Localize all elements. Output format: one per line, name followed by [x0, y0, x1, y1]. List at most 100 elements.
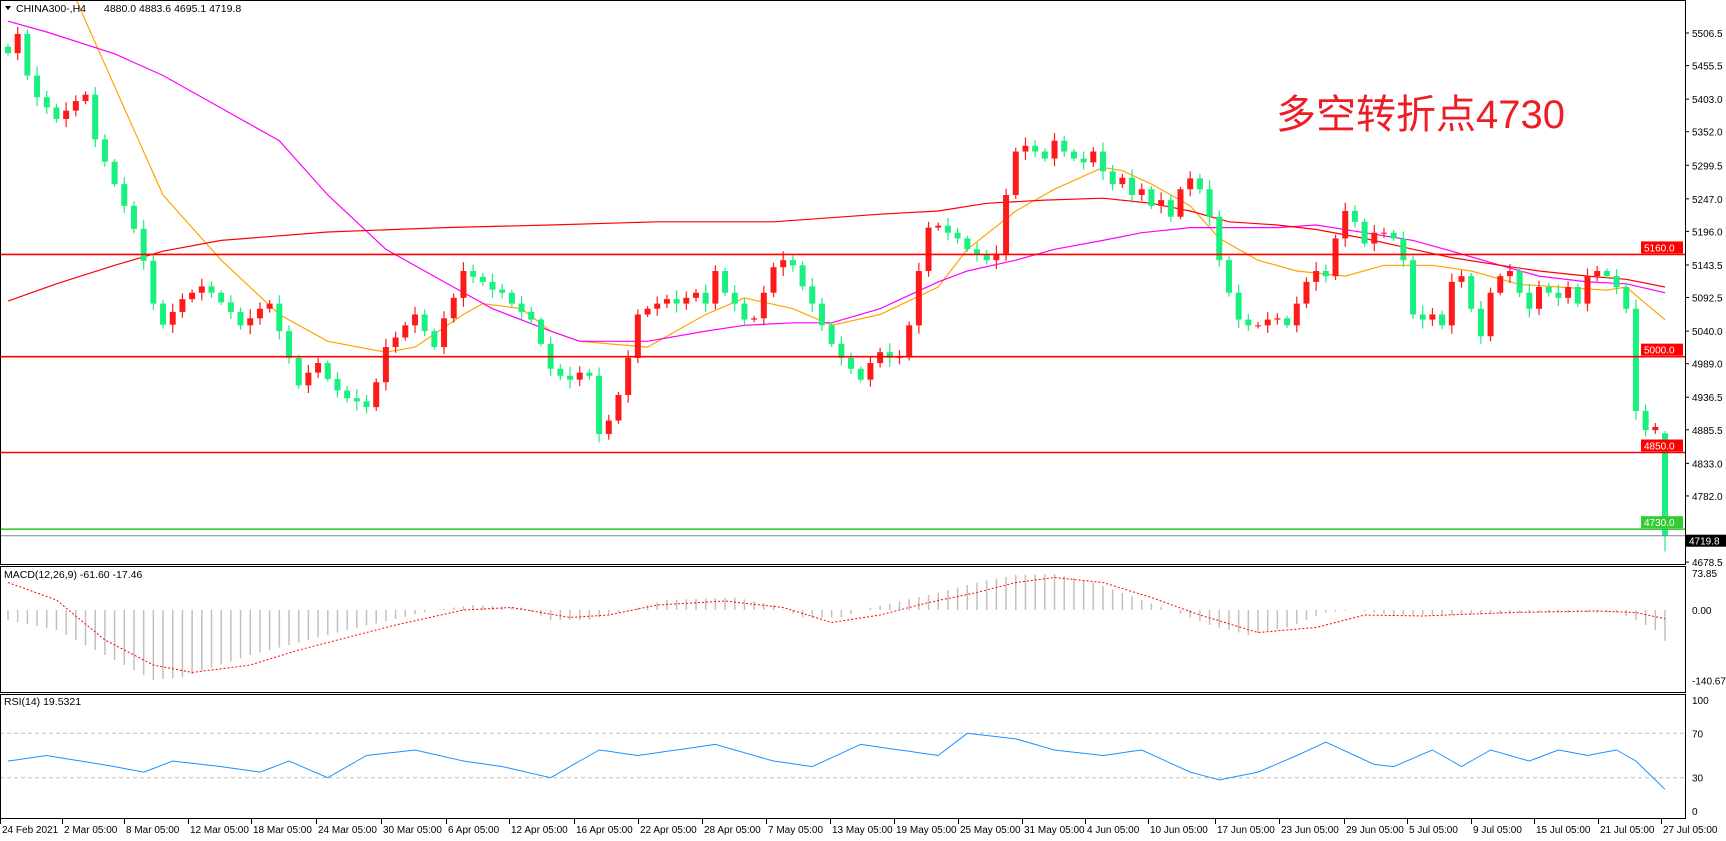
date-axis-label: 27 Jul 05:00 — [1663, 825, 1718, 836]
candle-down — [673, 299, 680, 304]
macd-axis-label: 0.00 — [1692, 606, 1712, 617]
candle-down — [334, 379, 341, 391]
price-axis-label: 5352.0 — [1692, 128, 1723, 139]
candle-down — [1410, 260, 1417, 315]
candle-down — [809, 286, 816, 304]
candle-down — [857, 368, 864, 380]
candle-down — [722, 271, 729, 293]
date-axis-label: 31 May 05:00 — [1024, 825, 1085, 836]
candle-up — [256, 308, 263, 319]
candle-up — [63, 110, 70, 119]
candle-down — [838, 343, 845, 358]
rsi-axis-label: 0 — [1692, 807, 1698, 818]
candle-up — [179, 299, 186, 312]
date-axis-label: 16 Apr 05:00 — [576, 825, 633, 836]
rsi-title: RSI(14) 19.5321 — [4, 696, 81, 708]
candle-up — [1003, 194, 1010, 255]
candle-down — [1225, 260, 1232, 293]
candle-down — [518, 303, 525, 312]
candle-up — [305, 372, 312, 386]
candle-down — [528, 311, 535, 320]
rsi-axis-label: 100 — [1692, 696, 1709, 707]
candle-up — [1458, 276, 1465, 282]
price-axis-label: 5506.5 — [1692, 29, 1723, 40]
candle-down — [1322, 271, 1329, 277]
candle-up — [906, 325, 913, 357]
candle-up — [1536, 287, 1543, 309]
macd-pane-border — [0, 566, 1686, 693]
candle-up — [1090, 151, 1097, 163]
candle-down — [886, 352, 893, 358]
rsi-axis-label: 30 — [1692, 774, 1704, 785]
candle-down — [431, 331, 438, 348]
level-label: 5160.0 — [1644, 243, 1675, 254]
candle-up — [1594, 271, 1601, 277]
candle-down — [286, 331, 293, 358]
price-axis-label: 5143.5 — [1692, 261, 1723, 272]
candle-down — [1400, 238, 1407, 261]
candle-down — [1109, 171, 1116, 185]
candle-down — [489, 281, 496, 290]
candle-up — [1497, 276, 1504, 293]
candle-down — [1245, 319, 1252, 326]
candle-down — [1662, 433, 1668, 536]
moving-average-line-ma_mid — [7, 20, 1666, 342]
candle-down — [130, 205, 137, 229]
price-axis-label: 5092.5 — [1692, 294, 1723, 305]
rsi-pane[interactable] — [0, 732, 1685, 790]
level-label: 5000.0 — [1644, 346, 1675, 357]
candle-down — [944, 225, 951, 233]
date-axis-label: 21 Jul 05:00 — [1600, 825, 1655, 836]
candle-up — [663, 299, 670, 304]
candle-up — [1138, 189, 1145, 195]
macd-pane[interactable] — [7, 574, 1666, 680]
candle-down — [1419, 314, 1426, 320]
price-axis-label: 4833.0 — [1692, 459, 1723, 470]
candle-down — [24, 33, 31, 76]
candle-down — [983, 254, 990, 261]
dropdown-triangle-icon[interactable] — [5, 6, 11, 10]
price-axis-label: 5247.0 — [1692, 195, 1723, 206]
candle-up — [1012, 151, 1019, 195]
candle-down — [150, 260, 157, 304]
candle-down — [353, 398, 360, 402]
candle-up — [867, 363, 874, 380]
candle-down — [828, 325, 835, 344]
candle-up — [780, 260, 787, 268]
level-label-bg — [1641, 343, 1683, 356]
candle-down — [848, 357, 855, 369]
candle-down — [1070, 151, 1077, 159]
date-axis-label: 12 Apr 05:00 — [511, 825, 568, 836]
date-axis-label: 5 Jul 05:00 — [1409, 825, 1458, 836]
candle-down — [470, 271, 477, 277]
macd-signal-line — [7, 576, 1666, 674]
candle-up — [382, 347, 389, 383]
candle-down — [208, 286, 215, 293]
candle-down — [1032, 145, 1039, 152]
candle-up — [760, 292, 767, 319]
level-label-bg — [1641, 516, 1683, 529]
candle-down — [1632, 308, 1639, 411]
date-axis-label: 8 Mar 05:00 — [126, 825, 180, 836]
candle-up — [1332, 238, 1339, 277]
candle-up — [411, 314, 418, 326]
price-axis-label: 5455.5 — [1692, 62, 1723, 73]
price-axis-label: 4885.5 — [1692, 426, 1723, 437]
date-axis-label: 19 May 05:00 — [896, 825, 957, 836]
level-label-bg — [1641, 241, 1683, 254]
candle-down — [1439, 314, 1446, 326]
date-axis-label: 2 Mar 05:00 — [64, 825, 118, 836]
price-pane[interactable] — [0, 0, 1685, 552]
candle-down — [1526, 292, 1533, 309]
candle-down — [586, 372, 593, 376]
candle-down — [421, 314, 428, 332]
candle-down — [1642, 410, 1649, 431]
candle-down — [227, 302, 234, 312]
candle-up — [198, 286, 205, 293]
candle-up — [1264, 319, 1271, 326]
candle-up — [402, 325, 409, 338]
candle-down — [43, 97, 50, 108]
price-pane-border — [0, 0, 1686, 565]
candle-down — [276, 303, 283, 332]
